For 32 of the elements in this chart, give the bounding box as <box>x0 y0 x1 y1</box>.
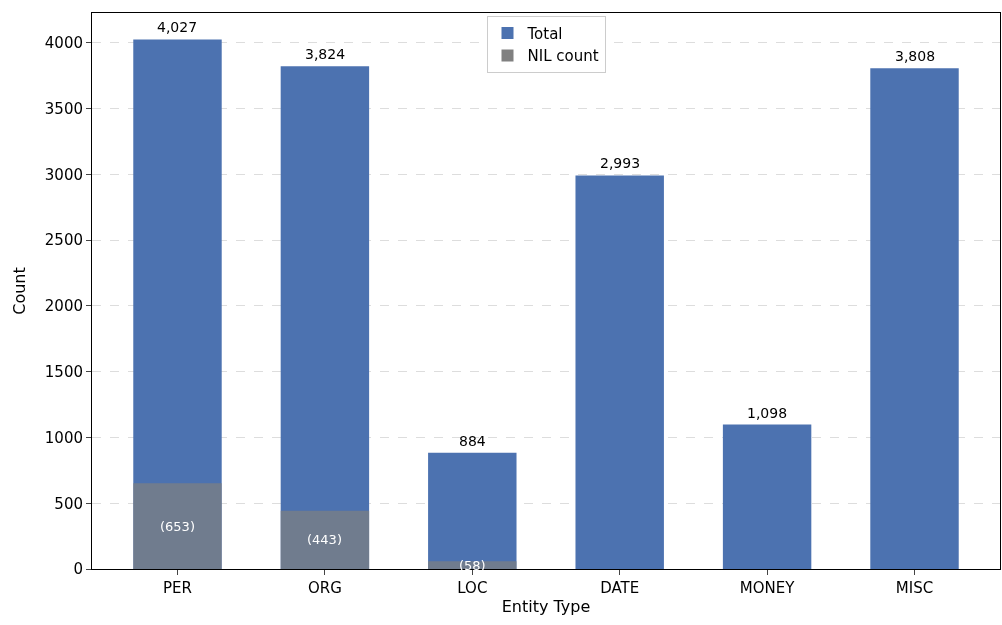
y-axis-title: Count <box>9 267 29 315</box>
legend-label: NIL count <box>527 47 599 66</box>
x-tick-label: MONEY <box>739 579 796 597</box>
data-label: 2,993 <box>600 155 641 171</box>
y-tick-label: 500 <box>54 494 83 513</box>
x-tick-label: PER <box>163 579 192 597</box>
legend-label: Total <box>526 24 563 43</box>
bar <box>870 68 959 569</box>
data-label: (653) <box>160 519 195 534</box>
data-label: (443) <box>307 532 342 547</box>
x-tick-label: LOC <box>457 579 488 597</box>
y-tick-label: 3000 <box>44 165 83 184</box>
x-axis-title: Entity Type <box>501 596 591 616</box>
y-tick-label: 2000 <box>44 297 83 316</box>
y-tick-label: 1500 <box>44 362 83 381</box>
y-tick-label: 1000 <box>44 428 83 447</box>
bar <box>575 175 664 569</box>
x-tick-label: ORG <box>307 579 342 597</box>
data-label: 3,808 <box>895 48 936 64</box>
y-tick-label: 4000 <box>44 34 83 53</box>
bar <box>280 510 370 569</box>
y-tick-label: 0 <box>73 560 83 579</box>
data-label: 3,824 <box>305 46 346 62</box>
y-tick-label: 3500 <box>44 99 83 118</box>
data-label: 884 <box>459 433 486 449</box>
bar <box>133 483 222 569</box>
data-label: 1,098 <box>747 405 788 421</box>
bar <box>722 424 812 569</box>
x-tick-label: MISC <box>895 579 934 597</box>
data-label: 4,027 <box>157 19 198 35</box>
y-tick-label: 2500 <box>44 231 83 250</box>
x-tick-label: DATE <box>600 579 640 597</box>
